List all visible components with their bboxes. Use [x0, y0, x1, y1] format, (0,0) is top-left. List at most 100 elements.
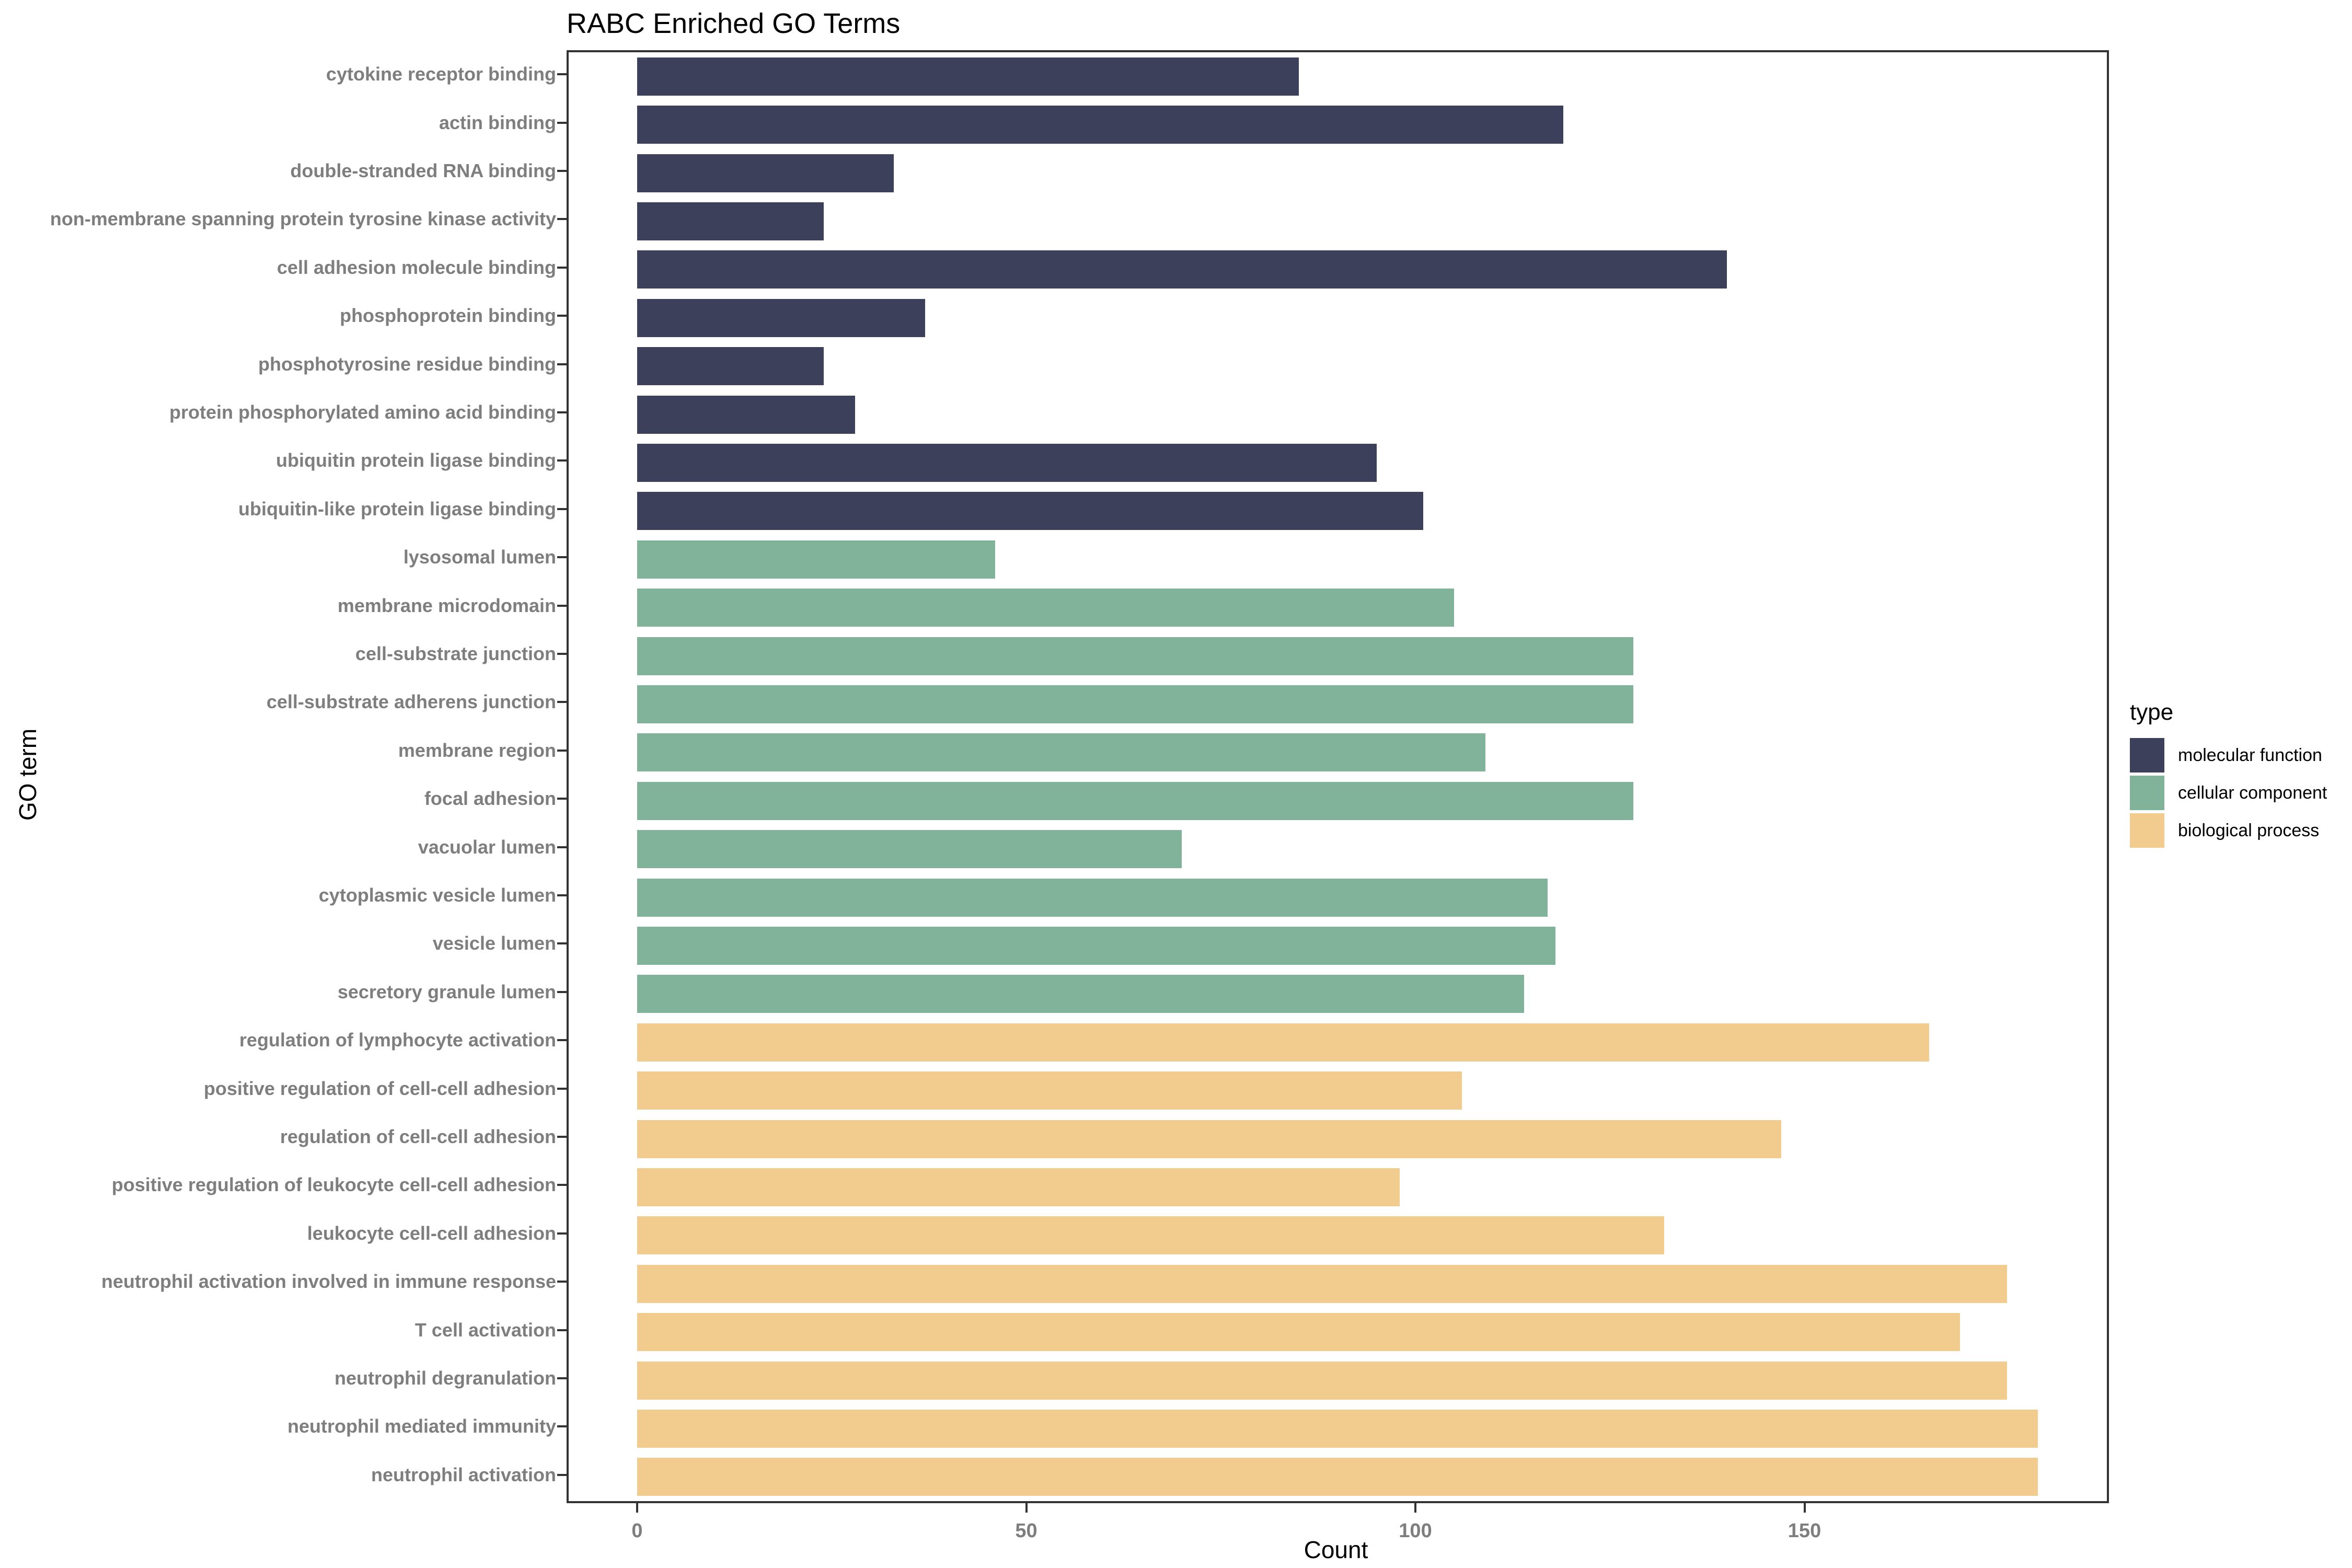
bar	[637, 1361, 2007, 1400]
legend-label: cellular component	[2178, 782, 2327, 803]
bar	[637, 1120, 1781, 1158]
bar	[637, 395, 855, 434]
y-tick	[557, 315, 567, 317]
y-tick	[557, 218, 567, 221]
legend-label: molecular function	[2178, 745, 2322, 765]
y-tick-label: cell-substrate junction	[355, 643, 556, 664]
bar	[637, 347, 824, 386]
bar	[637, 154, 894, 192]
y-tick-label: focal adhesion	[424, 788, 556, 810]
y-tick-label: neutrophil activation involved in immune…	[101, 1271, 556, 1293]
y-tick	[557, 798, 567, 800]
legend-item: molecular function	[2130, 738, 2327, 773]
y-tick-label: actin binding	[439, 111, 556, 133]
bar	[637, 1216, 1664, 1255]
bar	[637, 1071, 1462, 1110]
plot-panel	[567, 50, 2109, 1503]
y-tick-label: vacuolar lumen	[418, 836, 556, 858]
bar	[637, 1313, 1960, 1352]
y-tick-label: regulation of lymphocyte activation	[239, 1029, 556, 1051]
bar	[637, 1264, 2007, 1303]
chart-title: RABC Enriched GO Terms	[567, 8, 901, 39]
x-axis-title: Count	[1304, 1536, 1368, 1563]
legend-item: cellular component	[2130, 776, 2327, 810]
y-tick	[557, 1473, 567, 1476]
y-tick	[557, 73, 567, 76]
y-tick	[557, 1329, 567, 1331]
bar	[637, 878, 1548, 917]
x-tick	[636, 1503, 638, 1513]
y-tick	[557, 556, 567, 559]
y-tick	[557, 653, 567, 655]
bar	[637, 1168, 1400, 1206]
y-tick	[557, 846, 567, 848]
y-tick-label: T cell activation	[414, 1319, 556, 1341]
y-tick	[557, 1232, 567, 1235]
y-tick	[557, 749, 567, 752]
y-tick-label: cell adhesion molecule binding	[276, 256, 556, 278]
y-tick-label: leukocyte cell-cell adhesion	[307, 1222, 556, 1244]
legend-swatch	[2130, 776, 2164, 810]
x-tick	[1803, 1503, 1806, 1513]
y-tick-label: phosphoprotein binding	[340, 305, 556, 327]
y-tick	[557, 1184, 567, 1186]
y-tick-label: cytokine receptor binding	[326, 63, 556, 85]
y-tick-label: regulation of cell-cell adhesion	[280, 1126, 556, 1147]
y-tick	[557, 1377, 567, 1379]
y-tick	[557, 363, 567, 365]
y-tick-label: cell-substrate adherens junction	[266, 691, 556, 713]
legend-label: biological process	[2178, 820, 2320, 840]
bar	[637, 975, 1524, 1013]
y-tick-label: phosphotyrosine residue binding	[258, 353, 556, 375]
bar	[637, 57, 1299, 96]
y-tick-label: neutrophil mediated immunity	[287, 1415, 556, 1437]
legend-swatch	[2130, 813, 2164, 848]
y-tick-label: protein phosphorylated amino acid bindin…	[169, 401, 556, 423]
y-tick	[557, 459, 567, 462]
legend-title: type	[2130, 699, 2174, 725]
x-tick-label: 0	[631, 1520, 643, 1542]
y-tick	[557, 1039, 567, 1042]
y-tick-label: non-membrane spanning protein tyrosine k…	[50, 208, 556, 230]
bar	[637, 685, 1633, 723]
bar	[637, 589, 1454, 627]
y-tick-label: ubiquitin-like protein ligase binding	[238, 498, 556, 520]
bar	[637, 926, 1555, 965]
bar	[637, 1458, 2038, 1496]
y-tick	[557, 1425, 567, 1428]
x-tick-label: 150	[1788, 1520, 1821, 1542]
legend-item: biological process	[2130, 813, 2327, 848]
y-tick	[557, 411, 567, 413]
y-tick	[557, 1281, 567, 1283]
y-tick	[557, 894, 567, 896]
y-tick	[557, 266, 567, 269]
y-tick-label: cytoplasmic vesicle lumen	[318, 884, 556, 906]
y-tick-label: positive regulation of cell-cell adhesio…	[203, 1077, 556, 1099]
legend: type molecular function cellular componen…	[2130, 699, 2327, 851]
y-tick-label: neutrophil degranulation	[335, 1367, 556, 1389]
bar	[637, 1023, 1929, 1062]
legend-items: molecular function cellular component biol…	[2130, 738, 2327, 848]
x-tick	[1025, 1503, 1028, 1513]
y-tick	[557, 170, 567, 172]
y-tick	[557, 604, 567, 607]
y-tick-label: neutrophil activation	[371, 1463, 556, 1485]
bar	[637, 250, 1727, 289]
y-tick	[557, 942, 567, 945]
legend-swatch	[2130, 738, 2164, 773]
bar	[637, 540, 995, 579]
bar	[637, 637, 1633, 675]
y-tick	[557, 990, 567, 993]
bar	[637, 733, 1485, 772]
bar	[637, 830, 1182, 869]
bar	[637, 298, 925, 337]
x-tick-label: 100	[1399, 1520, 1432, 1542]
y-axis-title: GO term	[14, 728, 41, 821]
y-tick	[557, 121, 567, 124]
y-tick	[557, 508, 567, 510]
bar	[637, 443, 1377, 482]
y-tick	[557, 701, 567, 704]
y-tick-label: lysosomal lumen	[403, 546, 556, 568]
bar	[637, 1409, 2038, 1448]
y-tick-label: secretory granule lumen	[337, 981, 556, 1002]
